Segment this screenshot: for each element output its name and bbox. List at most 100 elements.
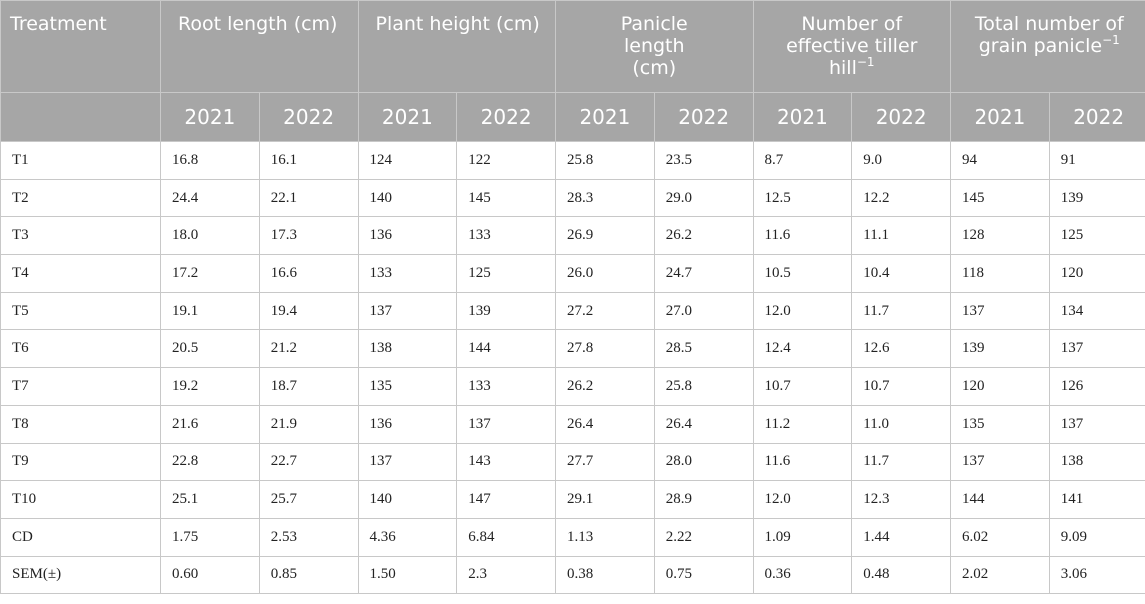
treatment-cell: CD — [0, 517, 161, 557]
value-cell: 19.4 — [258, 291, 359, 331]
value-cell: 16.1 — [258, 141, 359, 180]
value-cell: 12.0 — [752, 291, 853, 331]
group-header-effective-tiller: Number of effective tiller hill−1 — [752, 0, 952, 93]
value-cell: 9.0 — [851, 141, 952, 180]
value-cell: 29.1 — [555, 480, 655, 519]
year-header: 2022 — [653, 92, 754, 142]
value-cell: 12.0 — [752, 480, 853, 519]
value-cell: 137 — [1048, 329, 1145, 369]
value-cell: 10.7 — [752, 367, 853, 406]
value-cell: 91 — [1048, 141, 1145, 180]
value-cell: 139 — [950, 329, 1050, 369]
treatment-cell: SEM(±) — [0, 555, 161, 595]
year-header: 2021 — [950, 92, 1050, 142]
value-cell: 122 — [456, 141, 557, 180]
value-cell: 21.9 — [258, 404, 359, 444]
value-cell: 137 — [456, 404, 557, 444]
value-cell: 25.8 — [555, 141, 655, 180]
value-cell: 18.7 — [258, 367, 359, 406]
value-cell: 2.3 — [456, 555, 557, 595]
value-cell: 138 — [1048, 442, 1145, 482]
value-cell: 137 — [950, 291, 1050, 331]
value-cell: 137 — [357, 442, 458, 482]
value-cell: 128 — [950, 216, 1050, 256]
value-cell: 4.36 — [357, 517, 458, 557]
value-cell: 2.53 — [258, 517, 359, 557]
value-cell: 0.48 — [851, 555, 952, 595]
value-cell: 118 — [950, 254, 1050, 293]
treatment-cell: T7 — [0, 367, 161, 406]
value-cell: 26.2 — [653, 216, 754, 256]
value-cell: 8.7 — [752, 141, 853, 180]
value-cell: 28.5 — [653, 329, 754, 369]
value-cell: 10.4 — [851, 254, 952, 293]
value-cell: 16.6 — [258, 254, 359, 293]
year-header: 2022 — [258, 92, 359, 142]
table-row: T4 17.2 16.6 133 125 26.0 24.7 10.5 10.4 118 120 — [0, 254, 1145, 293]
group-header-panicle-length: Panicle length (cm) — [555, 0, 754, 93]
value-cell: 3.06 — [1048, 555, 1145, 595]
value-cell: 0.36 — [752, 555, 853, 595]
value-cell: 26.0 — [555, 254, 655, 293]
value-cell: 25.1 — [160, 480, 260, 519]
treatment-cell: T4 — [0, 254, 161, 293]
value-cell: 144 — [456, 329, 557, 369]
table-row: CD 1.75 2.53 4.36 6.84 1.13 2.22 1.09 1.44 6.02 9.… — [0, 517, 1145, 557]
value-cell: 143 — [456, 442, 557, 482]
value-cell: 0.38 — [555, 555, 655, 595]
value-cell: 135 — [357, 367, 458, 406]
value-cell: 125 — [456, 254, 557, 293]
treatment-cell: T3 — [0, 216, 161, 256]
value-cell: 10.5 — [752, 254, 853, 293]
value-cell: 126 — [1048, 367, 1145, 406]
value-cell: 24.7 — [653, 254, 754, 293]
value-cell: 27.7 — [555, 442, 655, 482]
value-cell: 22.1 — [258, 178, 359, 218]
value-cell: 2.22 — [653, 517, 754, 557]
value-cell: 28.0 — [653, 442, 754, 482]
table-row: T10 25.1 25.7 140 147 29.1 28.9 12.0 12.3 144 141 — [0, 480, 1145, 519]
value-cell: 144 — [950, 480, 1050, 519]
value-cell: 141 — [1048, 480, 1145, 519]
year-header: 2022 — [851, 92, 952, 142]
value-cell: 16.8 — [160, 141, 260, 180]
treatment-cell: T9 — [0, 442, 161, 482]
table-row: T1 16.8 16.1 124 122 25.8 23.5 8.7 9.0 94 91 — [0, 141, 1145, 180]
treatment-cell: T5 — [0, 291, 161, 331]
value-cell: 135 — [950, 404, 1050, 444]
value-cell: 26.4 — [555, 404, 655, 444]
value-cell: 12.5 — [752, 178, 853, 218]
value-cell: 25.7 — [258, 480, 359, 519]
value-cell: 28.9 — [653, 480, 754, 519]
value-cell: 11.7 — [851, 291, 952, 331]
treatment-header-spacer — [0, 92, 161, 142]
group-header-grain-panicle: Total number of grain panicle−1 — [950, 0, 1145, 93]
value-cell: 120 — [950, 367, 1050, 406]
treatment-cell: T8 — [0, 404, 161, 444]
value-cell: 22.7 — [258, 442, 359, 482]
table-row: T3 18.0 17.3 136 133 26.9 26.2 11.6 11.1 128 125 — [0, 216, 1145, 256]
value-cell: 12.3 — [851, 480, 952, 519]
value-cell: 1.44 — [851, 517, 952, 557]
value-cell: 0.85 — [258, 555, 359, 595]
value-cell: 27.0 — [653, 291, 754, 331]
value-cell: 145 — [950, 178, 1050, 218]
value-cell: 139 — [1048, 178, 1145, 218]
value-cell: 133 — [357, 254, 458, 293]
year-header: 2021 — [160, 92, 260, 142]
value-cell: 133 — [456, 216, 557, 256]
value-cell: 137 — [357, 291, 458, 331]
value-cell: 17.2 — [160, 254, 260, 293]
value-cell: 133 — [456, 367, 557, 406]
treatment-cell: T2 — [0, 178, 161, 218]
value-cell: 0.75 — [653, 555, 754, 595]
value-cell: 12.6 — [851, 329, 952, 369]
group-header-root-length: Root length (cm) — [160, 0, 359, 93]
value-cell: 1.50 — [357, 555, 458, 595]
treatment-cell: T1 — [0, 141, 161, 180]
table-row: T6 20.5 21.2 138 144 27.8 28.5 12.4 12.6 139 137 — [0, 329, 1145, 369]
table-row: T9 22.8 22.7 137 143 27.7 28.0 11.6 11.7 137 138 — [0, 442, 1145, 482]
value-cell: 136 — [357, 216, 458, 256]
header-row-years: 2021 2022 2021 2022 2021 2022 2021 2022 … — [0, 92, 1145, 142]
